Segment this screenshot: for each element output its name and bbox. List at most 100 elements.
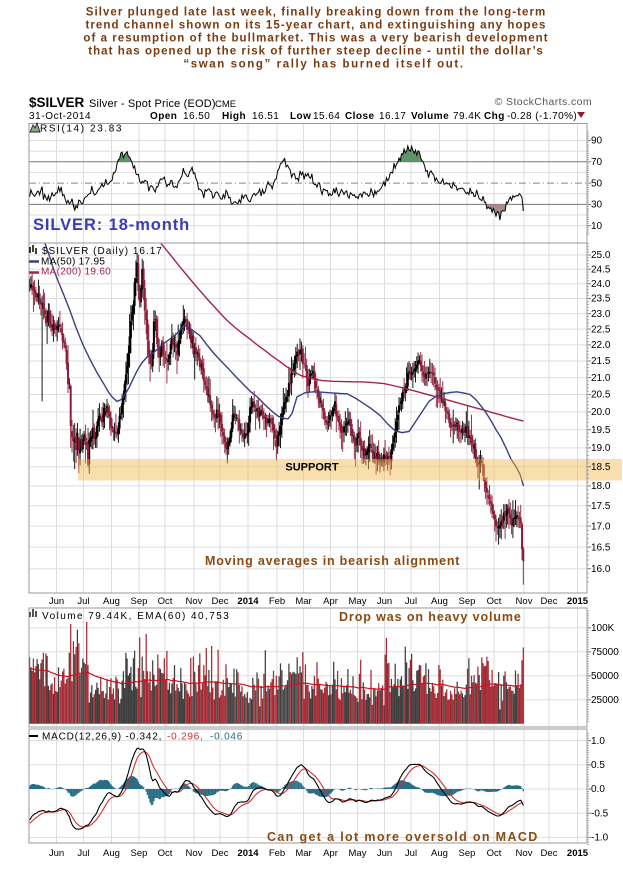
svg-text:Aug: Aug (103, 596, 120, 607)
svg-text:Aug: Aug (431, 596, 448, 607)
svg-text:-0.296,: -0.296, (167, 732, 204, 743)
svg-text:SILVER: 18-month: SILVER: 18-month (33, 216, 190, 234)
svg-text:21.0: 21.0 (591, 373, 611, 384)
svg-text:Low: Low (290, 111, 311, 122)
svg-text:22.0: 22.0 (591, 340, 611, 351)
svg-text:25000: 25000 (591, 695, 619, 706)
svg-text:Silver - Spot Price (EOD): Silver - Spot Price (EOD) (89, 98, 216, 110)
svg-text:24.0: 24.0 (591, 279, 611, 290)
svg-text:MACD(12,26,9) -0.342,: MACD(12,26,9) -0.342, (42, 732, 162, 743)
svg-text:Sep: Sep (459, 596, 476, 607)
svg-text:16.17: 16.17 (379, 111, 406, 122)
svg-text:Nov: Nov (516, 596, 533, 607)
svg-text:$SILVER: $SILVER (29, 95, 85, 110)
svg-text:50: 50 (591, 178, 603, 189)
svg-text:10: 10 (591, 221, 603, 232)
svg-text:trend channel shown on its 15-: trend channel shown on its 15-year chart… (86, 20, 547, 32)
svg-text:Close: Close (345, 111, 374, 122)
svg-text:Feb: Feb (269, 596, 285, 607)
svg-text:16.50: 16.50 (183, 111, 210, 122)
svg-text:Dec: Dec (541, 848, 558, 859)
svg-text:30: 30 (591, 200, 603, 211)
svg-text:79.4K: 79.4K (453, 111, 481, 122)
svg-text:Apr: Apr (323, 596, 338, 607)
svg-text:$SILVER (Daily) 16.17: $SILVER (Daily) 16.17 (42, 246, 163, 257)
svg-text:Mar: Mar (295, 848, 311, 859)
svg-text:Jun: Jun (377, 848, 392, 859)
svg-text:Sep: Sep (131, 848, 148, 859)
svg-text:Volume: Volume (411, 111, 449, 122)
svg-text:21.5: 21.5 (591, 356, 611, 367)
svg-text:Moving averages in bearish ali: Moving averages in bearish alignment (205, 554, 460, 568)
svg-text:“swan song” rally has burned i: “swan song” rally has burned itself out. (183, 59, 464, 71)
svg-text:0.0: 0.0 (591, 784, 605, 795)
svg-text:Open: Open (150, 111, 177, 122)
svg-text:Aug: Aug (103, 848, 120, 859)
svg-text:May: May (349, 596, 367, 607)
svg-text:23.0: 23.0 (591, 309, 611, 320)
svg-text:-0.046: -0.046 (210, 732, 243, 743)
svg-text:Jun: Jun (377, 596, 392, 607)
svg-text:20.5: 20.5 (591, 390, 611, 401)
svg-text:0.5: 0.5 (591, 760, 605, 771)
svg-text:90: 90 (591, 136, 603, 147)
svg-text:Jun: Jun (49, 848, 64, 859)
svg-text:Jul: Jul (77, 596, 89, 607)
svg-text:Drop was on heavy volume: Drop was on heavy volume (339, 610, 522, 624)
svg-text:Jul: Jul (77, 848, 89, 859)
svg-text:25.0: 25.0 (591, 250, 611, 261)
svg-text:Aug: Aug (431, 848, 448, 859)
svg-text:Volume 79.44K, EMA(60) 40,753: Volume 79.44K, EMA(60) 40,753 (42, 611, 230, 622)
svg-text:Oct: Oct (158, 596, 173, 607)
svg-text:15.64: 15.64 (313, 111, 340, 122)
svg-text:31-Oct-2014: 31-Oct-2014 (29, 111, 91, 122)
svg-text:of a resumption of the bullmar: of a resumption of the bullmarket. This … (83, 33, 548, 45)
svg-text:20.0: 20.0 (591, 407, 611, 418)
svg-text:24.5: 24.5 (591, 264, 611, 275)
svg-text:Sep: Sep (131, 596, 148, 607)
svg-text:MA(200) 19.60: MA(200) 19.60 (41, 267, 111, 278)
svg-text:18.5: 18.5 (591, 462, 611, 473)
svg-text:Apr: Apr (323, 848, 338, 859)
svg-text:SUPPORT: SUPPORT (285, 462, 338, 474)
svg-text:RSI(14) 23.83: RSI(14) 23.83 (40, 124, 123, 135)
svg-text:75000: 75000 (591, 647, 619, 658)
svg-text:Silver plunged late last week,: Silver plunged late last week, finally b… (86, 7, 547, 19)
svg-text:Oct: Oct (487, 596, 502, 607)
svg-text:-0.5: -0.5 (591, 808, 609, 819)
svg-text:May: May (349, 848, 367, 859)
svg-text:50000: 50000 (591, 671, 619, 682)
svg-text:Sep: Sep (459, 848, 476, 859)
svg-text:Dec: Dec (212, 848, 229, 859)
svg-text:Nov: Nov (186, 596, 203, 607)
svg-text:Dec: Dec (212, 596, 229, 607)
svg-text:22.5: 22.5 (591, 324, 611, 335)
svg-text:100K: 100K (591, 623, 615, 634)
svg-text:2015: 2015 (567, 596, 589, 607)
svg-text:23.5: 23.5 (591, 294, 611, 305)
svg-text:Dec: Dec (541, 596, 558, 607)
svg-text:19.5: 19.5 (591, 425, 611, 436)
svg-text:Mar: Mar (295, 596, 311, 607)
svg-text:16.51: 16.51 (252, 111, 279, 122)
svg-text:MA(50) 17.95: MA(50) 17.95 (41, 257, 105, 268)
svg-text:1.0: 1.0 (591, 736, 605, 747)
svg-text:17.0: 17.0 (591, 521, 611, 532)
svg-text:Chg: Chg (484, 111, 505, 122)
svg-text:© StockCharts.com: © StockCharts.com (495, 96, 592, 108)
svg-text:16.0: 16.0 (591, 564, 611, 575)
svg-text:Nov: Nov (516, 848, 533, 859)
svg-text:17.5: 17.5 (591, 501, 611, 512)
svg-text:2015: 2015 (567, 848, 589, 859)
svg-text:2014: 2014 (237, 848, 259, 859)
svg-text:CME: CME (215, 99, 236, 110)
svg-text:-1.0: -1.0 (591, 833, 609, 844)
svg-text:16.5: 16.5 (591, 542, 611, 553)
svg-text:18.0: 18.0 (591, 481, 611, 492)
svg-text:Jul: Jul (405, 596, 417, 607)
svg-text:Oct: Oct (487, 848, 502, 859)
svg-text:that has opened up the risk of: that has opened up the risk of further s… (88, 46, 544, 58)
svg-text:-0.28 (-1.70%): -0.28 (-1.70%) (507, 111, 577, 122)
svg-text:Nov: Nov (186, 848, 203, 859)
svg-text:Jun: Jun (49, 596, 64, 607)
